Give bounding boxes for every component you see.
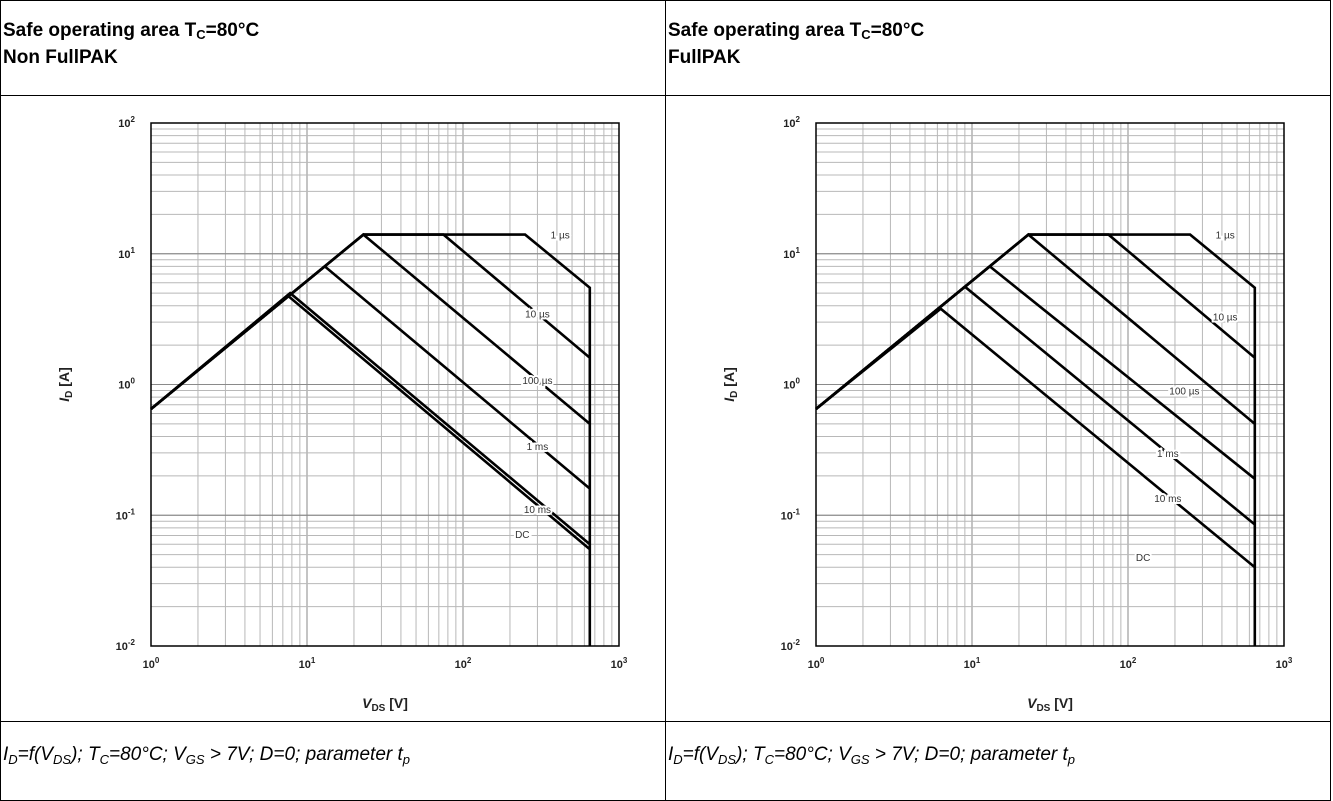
y-tick-label: 10-2: [116, 638, 136, 653]
title-suffix: =80°C: [870, 20, 925, 41]
caption-cell-left: ID=f(VDS); TC=80°C; VGS > 7V; D=0; param…: [0, 721, 666, 801]
chart-cell-left: 1 µs 10 µs 100 µs 1 ms 10 ms DC 100 101 102 103 10…: [0, 95, 666, 722]
series-line-6: [150, 293, 591, 551]
curve-label: 10 ms: [524, 505, 551, 516]
series-line-6: [815, 307, 1256, 569]
caption-sub: C: [99, 752, 109, 767]
panel-subtitle-right: FullPAK: [668, 47, 741, 68]
caption-sub: DS: [718, 752, 737, 767]
curve-label: 1 ms: [527, 442, 549, 453]
curve-label: 1 ms: [1157, 449, 1179, 460]
series-group: [815, 232, 1257, 646]
caption-part: =80°C; V: [109, 744, 186, 765]
x-tick-label: 101: [299, 656, 316, 671]
series-line-1: [150, 233, 592, 646]
caption-sub: D: [8, 752, 18, 767]
x-axis-label: VDS [V]: [1027, 695, 1073, 714]
x-tick-label: 103: [611, 656, 628, 671]
plot-frame: [150, 122, 620, 647]
curve-label: 10 ms: [1154, 494, 1181, 505]
caption-sub: p: [1067, 752, 1076, 767]
curve-label: DC: [1136, 553, 1150, 564]
x-tick-label: 101: [964, 656, 981, 671]
caption-sub: DS: [53, 752, 72, 767]
caption-part: =f(V: [17, 744, 54, 765]
title-subscript: C: [196, 27, 206, 42]
caption-part: ); T: [71, 744, 100, 765]
y-tick-labels: 10-2 10-1 100 101 102: [116, 115, 136, 653]
caption-right: ID=f(VDS); TC=80°C; VGS > 7V; D=0; param…: [666, 722, 1330, 766]
caption-part: > 7V; D=0; parameter t: [204, 744, 403, 765]
x-tick-label: 102: [455, 656, 472, 671]
series-line-1: [815, 233, 1257, 646]
caption-part: ); T: [736, 744, 765, 765]
grid: [150, 122, 620, 647]
y-tick-label: 102: [118, 115, 135, 130]
panel-title-left: Safe operating area TC=80°C Non FullPAK: [1, 1, 665, 71]
curve-labels: 1 µs 10 µs 100 µs 1 ms 10 ms DC: [1134, 229, 1240, 566]
chart-cell-right: 1 µs 10 µs 100 µs 1 ms 10 ms DC 100 101 102 103 10…: [665, 95, 1331, 722]
curve-label: 100 µs: [1169, 386, 1199, 397]
caption-part: =80°C; V: [774, 744, 851, 765]
caption-part: I: [668, 744, 674, 765]
panel-header-left: Safe operating area TC=80°C Non FullPAK: [0, 0, 666, 96]
x-tick-label: 100: [143, 656, 160, 671]
curve-label: 1 µs: [551, 231, 570, 242]
title-suffix: =80°C: [205, 20, 260, 41]
y-tick-label: 100: [783, 377, 800, 392]
y-axis-label: ID [A]: [56, 367, 75, 401]
caption-sub: p: [402, 752, 411, 767]
x-tick-labels: 100 101 102 103: [808, 656, 1293, 671]
x-tick-label: 103: [1276, 656, 1293, 671]
x-tick-label: 100: [808, 656, 825, 671]
caption-sub: GS: [185, 752, 205, 767]
title-text: Safe operating area T: [3, 20, 197, 41]
title-subscript: C: [861, 27, 871, 42]
series-line-3: [150, 232, 591, 425]
caption-part: > 7V; D=0; parameter t: [869, 744, 1068, 765]
panel-title-right: Safe operating area TC=80°C FullPAK: [666, 1, 1330, 71]
caption-sub: D: [673, 752, 683, 767]
y-tick-label: 101: [118, 246, 135, 261]
y-tick-label: 10-1: [781, 507, 801, 522]
curve-label: DC: [515, 530, 529, 541]
grid: [815, 122, 1285, 647]
y-tick-labels: 10-2 10-1 100 101 102: [781, 115, 801, 653]
curve-label: 100 µs: [522, 376, 552, 387]
y-axis-label: ID [A]: [721, 367, 740, 401]
caption-sub: C: [764, 752, 774, 767]
y-tick-label: 102: [783, 115, 800, 130]
panel-header-right: Safe operating area TC=80°C FullPAK: [665, 0, 1331, 96]
curve-label: 1 µs: [1216, 231, 1235, 242]
caption-part: =f(V: [682, 744, 719, 765]
y-tick-label: 10-2: [781, 638, 801, 653]
x-axis-label: VDS [V]: [362, 695, 408, 714]
caption-part: I: [3, 744, 9, 765]
caption-cell-right: ID=f(VDS); TC=80°C; VGS > 7V; D=0; param…: [665, 721, 1331, 801]
x-tick-labels: 100 101 102 103: [143, 656, 628, 671]
series-group: [150, 232, 592, 646]
caption-left: ID=f(VDS); TC=80°C; VGS > 7V; D=0; param…: [1, 722, 665, 766]
y-tick-label: 101: [783, 246, 800, 261]
y-tick-label: 100: [118, 377, 135, 392]
y-tick-label: 10-1: [116, 507, 136, 522]
x-tick-label: 102: [1120, 656, 1137, 671]
curve-labels: 1 µs 10 µs 100 µs 1 ms 10 ms DC: [513, 229, 572, 543]
series-line-4: [815, 264, 1256, 480]
panel-subtitle-left: Non FullPAK: [3, 47, 118, 68]
caption-sub: GS: [850, 752, 870, 767]
title-text: Safe operating area T: [668, 20, 862, 41]
curve-label: 10 µs: [525, 309, 550, 320]
plot-frame: [815, 122, 1285, 647]
curve-label: 10 µs: [1213, 313, 1238, 324]
